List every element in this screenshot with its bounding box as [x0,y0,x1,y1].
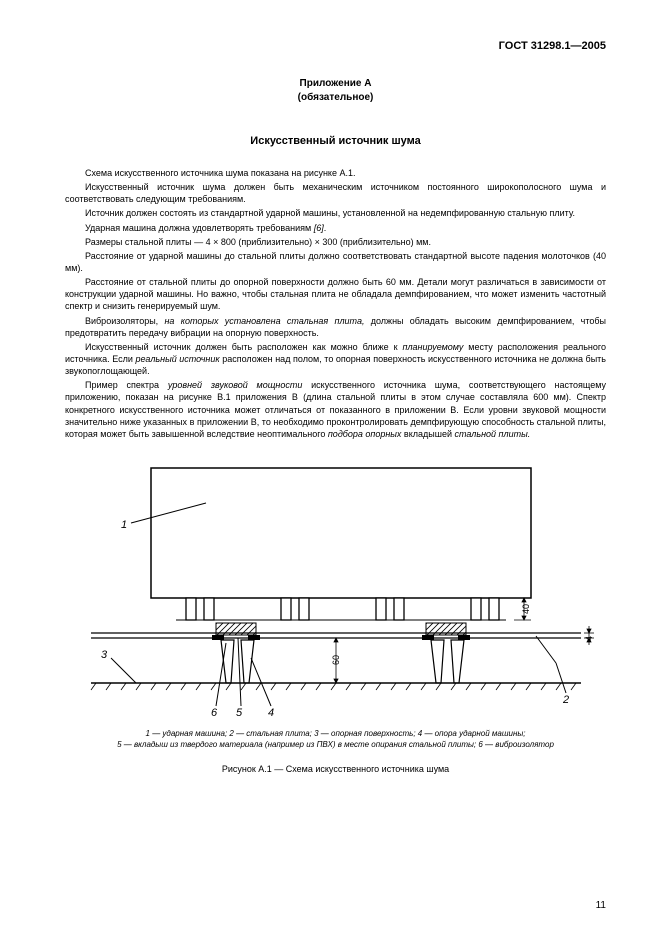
para: Искусственный источник шума должен быть … [65,181,606,205]
appendix-obligation: (обязательное) [65,91,606,105]
para: Источник должен состоять из стандартной … [65,207,606,219]
para: Искусственный источник должен быть распо… [65,341,606,377]
figure-diagram: 1 40 [65,458,606,774]
callout-2: 2 [562,694,569,706]
para: Пример спектра уровней звуковой мощности… [65,379,606,440]
para: Виброизоляторы, на которых установлена с… [65,315,606,339]
dim-40: 40 [521,604,531,614]
para: Расстояние от ударной машины до стальной… [65,250,606,274]
appendix-label: Приложение А [65,77,606,91]
figure-legend: 1 — ударная машина; 2 — стальная плита; … [65,728,606,750]
callout-1: 1 [121,519,127,531]
figure-caption: Рисунок А.1 — Схема искусственного источ… [65,764,606,774]
doc-header: ГОСТ 31298.1—2005 [65,40,606,52]
para: Расстояние от стальной плиты до опорной … [65,276,606,312]
dim-4: 4 [584,636,594,641]
body-text: Схема искусственного источника шума пока… [65,167,606,440]
appendix-block: Приложение А (обязательное) [65,77,606,105]
para: Размеры стальной плиты — 4 × 800 (прибли… [65,236,606,248]
para: Ударная машина должна удовлетворять треб… [65,222,606,234]
callout-5: 5 [236,707,243,718]
callout-4: 4 [268,707,274,718]
page-number: 11 [596,900,606,911]
para: Схема искусственного источника шума пока… [65,167,606,179]
dim-60: 60 [331,655,341,665]
callout-3: 3 [101,649,108,661]
main-title: Искусственный источник шума [65,135,606,147]
callout-6: 6 [211,707,218,718]
